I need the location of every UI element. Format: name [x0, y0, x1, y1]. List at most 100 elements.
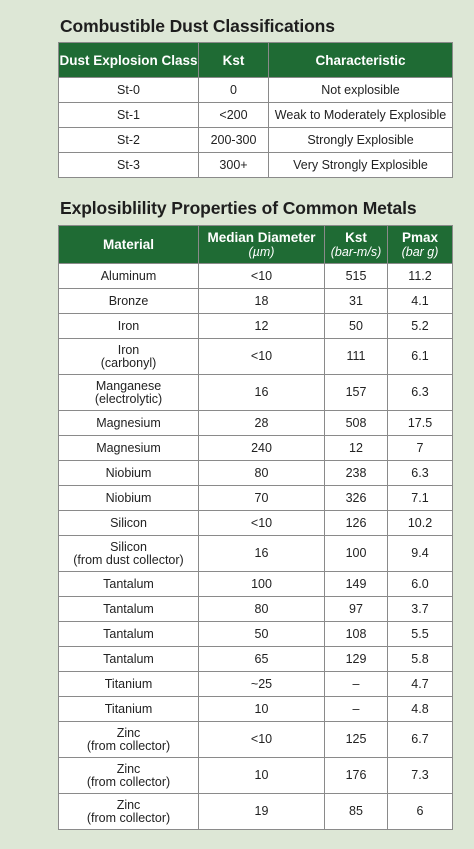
cell-kst: 515	[324, 263, 388, 289]
cell-pmax: 6	[387, 793, 453, 830]
table-row: Iron 12 50 5.2	[58, 313, 453, 339]
cell-pmax: 4.7	[387, 671, 453, 697]
material-name: Magnesium	[96, 415, 161, 430]
table-row: Bronze 18 31 4.1	[58, 288, 453, 314]
cell-kst: 508	[324, 410, 388, 436]
material-name: Tantalum	[103, 651, 154, 666]
table-row: Titanium ~25–4.7	[58, 671, 453, 697]
cell-material: Tantalum	[58, 571, 199, 597]
table-header-row: Dust Explosion Class Kst Characteristic	[58, 42, 453, 78]
header-kst: Kst	[198, 42, 269, 78]
cell-material: Zinc (from collector)	[58, 793, 199, 830]
material-name: Silicon	[110, 539, 147, 554]
cell-material: Aluminum	[58, 263, 199, 289]
cell-pmax: 4.1	[387, 288, 453, 314]
table-row: Niobium 70 326 7.1	[58, 485, 453, 511]
cell-diameter: 80	[198, 460, 325, 486]
cell-pmax: 7.1	[387, 485, 453, 511]
table-row: Zinc (from collector) 10 176 7.3	[58, 757, 453, 794]
material-name: Tantalum	[103, 601, 154, 616]
table-row: Tantalum 65 129 5.8	[58, 646, 453, 672]
material-name: Magnesium	[96, 440, 161, 455]
table-row: Magnesium 28 508 17.5	[58, 410, 453, 436]
cell-diameter: 10	[198, 757, 325, 794]
cell-kst: 97	[324, 596, 388, 622]
material-name: Titanium	[104, 701, 153, 716]
cell-kst: –	[324, 696, 388, 722]
table-row: St-0 0 Not explosible	[58, 77, 453, 103]
table-row: Zinc (from collector) <10 125 6.7	[58, 721, 453, 758]
table-row: St-2 200-300 Strongly Explosible	[58, 127, 453, 153]
cell-material: Zinc (from collector)	[58, 757, 199, 794]
cell-kst: 129	[324, 646, 388, 672]
table-row: Titanium 10–4.8	[58, 696, 453, 722]
cell-material: Niobium	[58, 460, 199, 486]
cell-pmax: 6.3	[387, 460, 453, 486]
cell-kst: 300+	[198, 152, 269, 178]
cell-kst: 12	[324, 435, 388, 461]
cell-material: Magnesium	[58, 435, 199, 461]
cell-class: St-3	[58, 152, 199, 178]
cell-pmax: 5.2	[387, 313, 453, 339]
cell-diameter: 12	[198, 313, 325, 339]
cell-pmax: 3.7	[387, 596, 453, 622]
cell-kst: 200-300	[198, 127, 269, 153]
cell-kst: 326	[324, 485, 388, 511]
material-name: Zinc	[116, 761, 141, 776]
table-row: Tantalum 80 97 3.7	[58, 596, 453, 622]
cell-diameter: 240	[198, 435, 325, 461]
table-row: Silicon <10 126 10.2	[58, 510, 453, 536]
dust-classification-table: Dust Explosion Class Kst Characteristic …	[58, 42, 453, 178]
cell-class: St-0	[58, 77, 199, 103]
cell-material: Zinc (from collector)	[58, 721, 199, 758]
material-note: (carbonyl)	[100, 355, 157, 370]
cell-kst: 149	[324, 571, 388, 597]
cell-material: Titanium	[58, 671, 199, 697]
header-material: Material	[58, 225, 199, 264]
table-row: Iron (carbonyl) <10 111 6.1	[58, 338, 453, 375]
material-name: Zinc	[116, 797, 141, 812]
cell-pmax: 5.5	[387, 621, 453, 647]
cell-diameter: <10	[198, 263, 325, 289]
cell-diameter: 16	[198, 535, 325, 572]
cell-diameter: 10	[198, 696, 325, 722]
material-name: Niobium	[105, 490, 152, 505]
cell-kst: 238	[324, 460, 388, 486]
cell-material: Tantalum	[58, 646, 199, 672]
cell-diameter: 70	[198, 485, 325, 511]
material-name: Silicon	[110, 515, 147, 530]
cell-pmax: 7.3	[387, 757, 453, 794]
material-note: (electrolytic)	[94, 391, 163, 406]
cell-diameter: 80	[198, 596, 325, 622]
cell-kst: 125	[324, 721, 388, 758]
cell-material: Silicon (from dust collector)	[58, 535, 199, 572]
metals-properties-title: Explosiblility Properties of Common Meta…	[60, 198, 417, 218]
table-row: Aluminum <10 515 11.2	[58, 263, 453, 289]
cell-material: Bronze	[58, 288, 199, 314]
cell-kst: 111	[324, 338, 388, 375]
cell-kst: 0	[198, 77, 269, 103]
cell-kst: 50	[324, 313, 388, 339]
header-kst: Kst (bar-m/s)	[324, 225, 388, 264]
metals-properties-table: Material Median Diameter (µm) Kst (bar-m/s…	[58, 225, 453, 830]
cell-diameter: 65	[198, 646, 325, 672]
material-name: Titanium	[104, 676, 153, 691]
cell-kst: 85	[324, 793, 388, 830]
material-name: Tantalum	[103, 576, 154, 591]
material-note: (from dust collector)	[73, 552, 184, 567]
cell-pmax: 4.8	[387, 696, 453, 722]
cell-material: Tantalum	[58, 596, 199, 622]
table-row: Tantalum 50 108 5.5	[58, 621, 453, 647]
table-row: Magnesium 240 12 7	[58, 435, 453, 461]
table-header-row: Material Median Diameter (µm) Kst (bar-m/s…	[58, 225, 453, 264]
material-name: Iron	[117, 318, 140, 333]
cell-pmax: 17.5	[387, 410, 453, 436]
table-row: Manganese (electrolytic) 16 157 6.3	[58, 374, 453, 411]
cell-pmax: 6.3	[387, 374, 453, 411]
table-row: Silicon (from dust collector) 16 100 9.4	[58, 535, 453, 572]
cell-diameter: 18	[198, 288, 325, 314]
dust-classification-title: Combustible Dust Classifications	[60, 16, 335, 36]
cell-material: Magnesium	[58, 410, 199, 436]
cell-kst: –	[324, 671, 388, 697]
